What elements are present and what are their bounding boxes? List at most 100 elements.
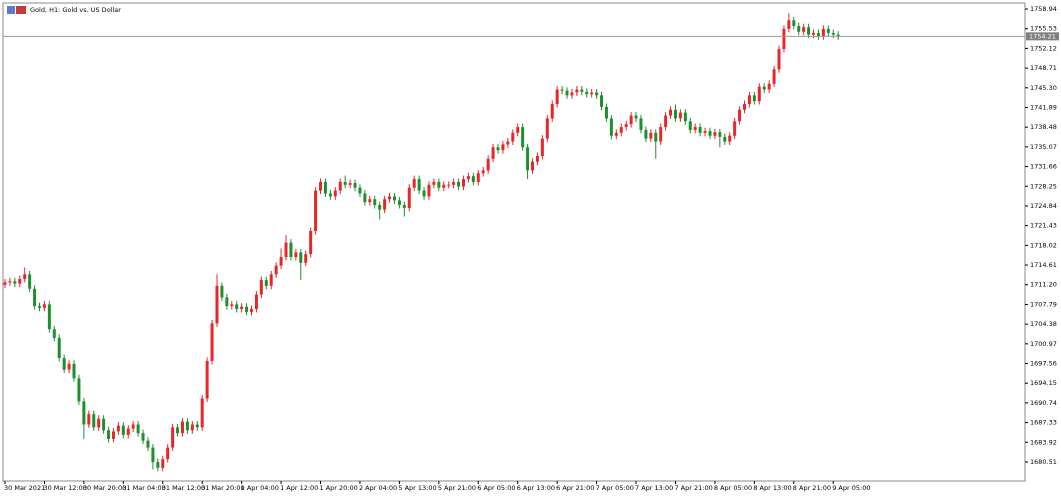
candle-body	[205, 360, 209, 399]
x-tick-label: 1 Apr 20:00	[320, 484, 358, 492]
candle-body	[254, 294, 258, 309]
candle-body	[683, 112, 687, 122]
candle-body	[772, 69, 776, 84]
candle-body	[535, 155, 539, 162]
candle-body	[363, 193, 367, 203]
x-tick-label: 6 Apr 05:00	[477, 484, 515, 492]
y-tick-label: 1758.94	[1030, 5, 1057, 13]
y-tick-label: 1697.56	[1030, 360, 1057, 368]
candle-body	[328, 193, 332, 197]
candle-body	[540, 138, 544, 156]
candle-body	[18, 278, 22, 284]
candle-body	[718, 132, 722, 137]
candle-body	[491, 147, 495, 159]
candle-body	[28, 274, 32, 289]
y-tick-label: 1735.07	[1030, 143, 1057, 151]
candle-body	[235, 304, 239, 309]
candle-body	[57, 337, 61, 359]
candle-body	[220, 285, 224, 298]
candle-body	[816, 32, 820, 37]
y-tick-label: 1721.43	[1030, 222, 1057, 230]
candle-body	[471, 176, 475, 182]
candle-body	[383, 199, 387, 210]
candle-body	[792, 20, 796, 27]
x-tick-label: 31 Mar 12:00	[162, 484, 205, 492]
candle-body	[457, 181, 461, 187]
y-tick-label: 1752.12	[1030, 44, 1057, 52]
candle-body	[358, 187, 362, 194]
candle-body	[185, 421, 189, 431]
x-tick-label: 1 Apr 04:00	[241, 484, 279, 492]
candle-body	[417, 179, 421, 191]
candle-body	[447, 184, 451, 186]
candle-body	[678, 112, 682, 119]
candle-body	[521, 127, 525, 148]
candle-body	[664, 115, 668, 128]
x-tick-label: 7 Apr 21:00	[674, 484, 712, 492]
candle-body	[42, 304, 46, 308]
candle-body	[708, 131, 712, 136]
candle-body	[171, 427, 175, 448]
y-tick-label: 1694.15	[1030, 379, 1057, 387]
candle-body	[230, 304, 234, 307]
candle-body	[8, 281, 12, 283]
icon-part	[16, 6, 26, 14]
candle-body	[634, 115, 638, 119]
candle-body	[378, 205, 382, 210]
y-tick-label: 1748.71	[1030, 64, 1057, 72]
candle-body	[526, 147, 530, 171]
candle-body	[13, 281, 17, 284]
candle-body	[250, 308, 253, 312]
candle-body	[565, 90, 569, 96]
candle-body	[703, 131, 707, 133]
candle-body	[353, 183, 357, 188]
candle-body	[476, 173, 480, 182]
candle-body	[97, 418, 101, 428]
candle-body	[210, 323, 214, 361]
candle-body	[831, 32, 835, 35]
candle-body	[590, 92, 594, 95]
candle-body	[728, 135, 732, 142]
candle-body	[77, 378, 81, 402]
candle-body	[245, 306, 249, 312]
candle-body	[807, 27, 811, 35]
candle-body	[3, 282, 7, 285]
candle-body	[368, 199, 372, 203]
candle-body	[545, 118, 549, 139]
y-tick-label: 1755.53	[1030, 25, 1057, 33]
x-tick-label: 7 Apr 05:00	[596, 484, 634, 492]
candle-body	[738, 109, 742, 122]
x-tick-label: 31 Mar 20:00	[201, 484, 244, 492]
candle-body	[264, 280, 268, 286]
candle-body	[669, 109, 673, 116]
candle-body	[427, 184, 431, 197]
candle-body	[146, 440, 150, 448]
candle-body	[743, 103, 746, 110]
candle-body	[126, 428, 130, 435]
candle-body	[797, 26, 801, 32]
candle-body	[575, 89, 579, 93]
candle-body	[309, 231, 313, 255]
candle-body	[442, 184, 446, 188]
x-tick-label: 6 Apr 13:00	[517, 484, 555, 492]
x-tick-label: 8 Apr 05:00	[714, 484, 752, 492]
candle-body	[190, 424, 194, 431]
candle-body	[67, 363, 71, 370]
candle-body	[47, 304, 51, 330]
candle-body	[762, 86, 766, 90]
x-tick-label: 1 Apr 12:00	[280, 484, 318, 492]
y-tick-label: 1741.89	[1030, 103, 1057, 111]
y-tick-label: 1738.48	[1030, 123, 1057, 131]
candle-body	[619, 127, 623, 133]
candle-body	[62, 358, 66, 370]
candle-body	[624, 124, 628, 128]
candle-body	[338, 181, 342, 191]
candle-body	[319, 181, 323, 191]
candle-body	[136, 424, 140, 434]
candle-body	[516, 127, 520, 133]
candle-body	[531, 161, 535, 171]
candle-body	[629, 115, 633, 125]
candle-body	[289, 242, 293, 258]
x-tick-label: 30 Mar 2021	[4, 484, 45, 492]
candle-body	[802, 27, 806, 32]
